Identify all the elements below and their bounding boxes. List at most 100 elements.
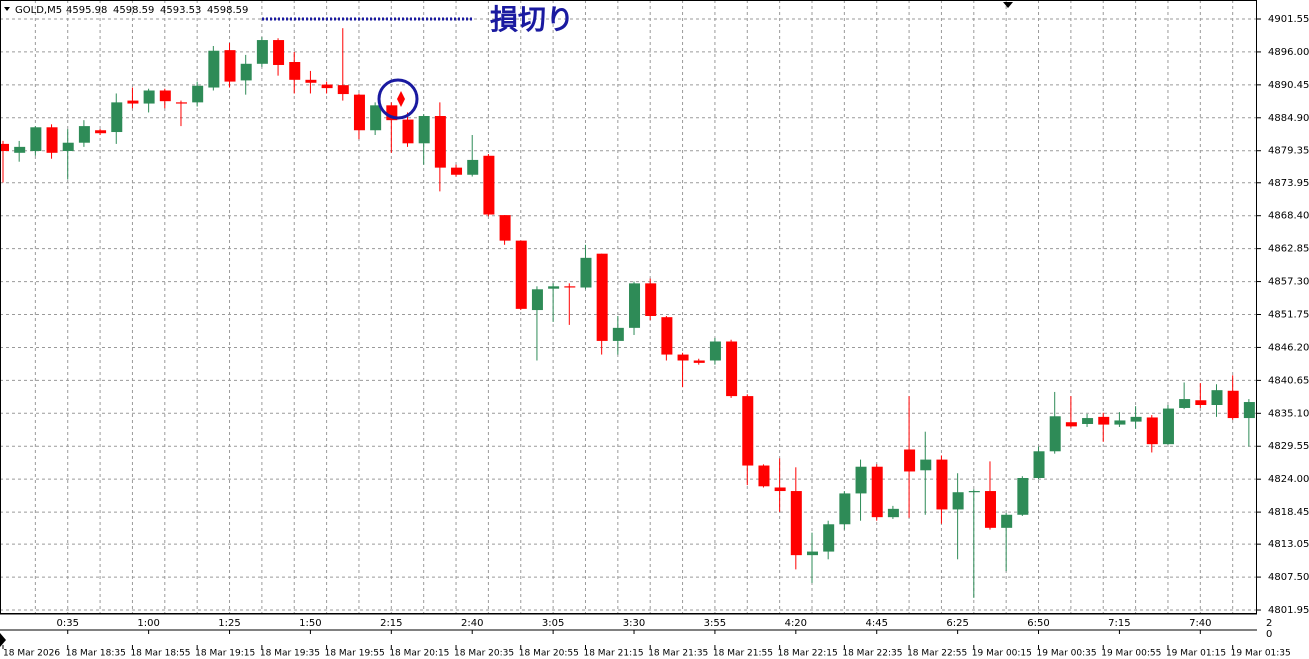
candle-body bbox=[467, 159, 479, 175]
header-value: 4598.59 bbox=[207, 5, 248, 16]
candle-body bbox=[418, 116, 430, 144]
y-tick-label: 4801.95 bbox=[1268, 605, 1309, 616]
candle-body bbox=[871, 466, 883, 518]
candle-body bbox=[709, 341, 721, 361]
y-tick-label: 4890.45 bbox=[1268, 80, 1309, 91]
x-tick-label-top: 6:25 bbox=[946, 618, 968, 629]
x-tick-label: 18 Mar 22:35 bbox=[842, 649, 902, 659]
candle-body bbox=[95, 130, 107, 134]
x-tick-label: 18 Mar 22:15 bbox=[778, 649, 838, 659]
candle-body bbox=[78, 126, 90, 143]
candles bbox=[0, 28, 1255, 598]
candle-body bbox=[1146, 417, 1158, 445]
candle-body bbox=[580, 257, 592, 288]
candle-body bbox=[1179, 399, 1191, 408]
candle-body bbox=[1033, 451, 1045, 478]
candle-body bbox=[677, 354, 689, 361]
candle-body bbox=[273, 40, 285, 65]
y-tick-label: 4901.55 bbox=[1268, 14, 1309, 25]
header-value: 4595.98 bbox=[66, 5, 107, 16]
candle-body bbox=[256, 40, 268, 64]
candle-body bbox=[807, 551, 818, 556]
x-tick-label: 18 Mar 18:55 bbox=[130, 649, 190, 659]
candle-body bbox=[661, 317, 673, 355]
x-tick-label-top: 0:35 bbox=[56, 618, 78, 629]
x-tick-label-top: 3:55 bbox=[704, 618, 726, 629]
x-tick-label: 18 Mar 21:15 bbox=[583, 649, 643, 659]
candle-body bbox=[386, 105, 398, 121]
y-tick-label: 4835.10 bbox=[1268, 408, 1309, 419]
candle-body bbox=[612, 327, 624, 341]
candle-body bbox=[515, 240, 527, 309]
x-tick-label: 19 Mar 01:35 bbox=[1231, 649, 1291, 659]
candle-body bbox=[289, 62, 301, 80]
candle-body bbox=[984, 491, 996, 528]
candle-body bbox=[1098, 416, 1110, 425]
candle-body bbox=[887, 508, 899, 518]
candle-body bbox=[483, 155, 495, 215]
highlight-circle bbox=[377, 78, 419, 120]
candle-body bbox=[0, 143, 9, 152]
candle-body bbox=[1130, 416, 1142, 422]
candle-body bbox=[1227, 390, 1239, 419]
x-tick-label-top: 7:15 bbox=[1108, 618, 1130, 629]
y-tick-label: 4862.85 bbox=[1268, 244, 1309, 255]
x-tick-label: 18 Mar 19:15 bbox=[195, 649, 255, 659]
x-tick-label-top: 4:45 bbox=[865, 618, 887, 629]
y-tick-label: 4884.90 bbox=[1268, 113, 1309, 124]
y-tick-label: 4818.45 bbox=[1268, 507, 1309, 518]
x-tick-label: 18 Mar 20:15 bbox=[389, 649, 449, 659]
candle-body bbox=[208, 50, 220, 88]
candle-body bbox=[936, 459, 948, 510]
y-tick-label: 4813.05 bbox=[1268, 539, 1309, 550]
candle-body bbox=[1162, 408, 1174, 445]
candle-body bbox=[596, 253, 608, 341]
x-tick-label-top: 2:15 bbox=[380, 618, 402, 629]
candle-body bbox=[305, 79, 317, 83]
candle-body bbox=[726, 341, 738, 397]
x-tick-label: 18 Mar 20:55 bbox=[519, 649, 579, 659]
candle-body bbox=[337, 85, 349, 95]
stop-loss-marker bbox=[397, 91, 405, 107]
x-tick-label-top: 3:05 bbox=[542, 618, 564, 629]
x-tick-label: 18 Mar 2026 bbox=[3, 649, 60, 659]
candle-body bbox=[548, 286, 560, 289]
x-tick-label-top: 4:20 bbox=[785, 618, 807, 629]
y-tick-label: 4857.30 bbox=[1268, 277, 1309, 288]
x-tick-label: 19 Mar 00:55 bbox=[1101, 649, 1161, 659]
x-tick-label: 18 Mar 18:35 bbox=[66, 649, 126, 659]
x-tick-label: 18 Mar 20:35 bbox=[454, 649, 514, 659]
x-tick-label-top: 7:40 bbox=[1189, 618, 1211, 629]
candle-body bbox=[30, 127, 42, 152]
x-tick-label: 18 Mar 21:35 bbox=[648, 649, 708, 659]
x-tick-label: 19 Mar 00:15 bbox=[972, 649, 1032, 659]
candle-body bbox=[1082, 418, 1094, 424]
candle-body bbox=[499, 215, 511, 241]
sub-y-tick-label: 2 bbox=[1266, 618, 1272, 629]
shift-marker bbox=[1003, 2, 1013, 8]
y-tick-label: 4807.50 bbox=[1268, 572, 1309, 583]
menu-arrow[interactable] bbox=[4, 7, 10, 11]
y-tick-label: 4840.65 bbox=[1268, 375, 1309, 386]
candle-body bbox=[693, 360, 705, 363]
candle-body bbox=[645, 283, 657, 316]
candle-body bbox=[62, 142, 74, 152]
candle-body bbox=[111, 102, 123, 133]
candle-body bbox=[968, 491, 980, 493]
candle-body bbox=[127, 100, 139, 104]
candle-body bbox=[159, 90, 171, 102]
scroll-marker bbox=[0, 633, 6, 647]
candle-body bbox=[1195, 400, 1207, 406]
candle-body bbox=[564, 286, 576, 288]
y-tick-label: 4873.95 bbox=[1268, 178, 1309, 189]
y-tick-label: 4879.35 bbox=[1268, 146, 1309, 157]
candle-body bbox=[920, 459, 932, 471]
candle-body bbox=[839, 493, 851, 525]
x-tick-label-top: 2:40 bbox=[461, 618, 483, 629]
x-tick-label: 18 Mar 19:55 bbox=[325, 649, 385, 659]
candle-body bbox=[434, 116, 446, 168]
y-tick-label: 4896.00 bbox=[1268, 47, 1309, 58]
x-tick-label: 18 Mar 19:35 bbox=[260, 649, 320, 659]
